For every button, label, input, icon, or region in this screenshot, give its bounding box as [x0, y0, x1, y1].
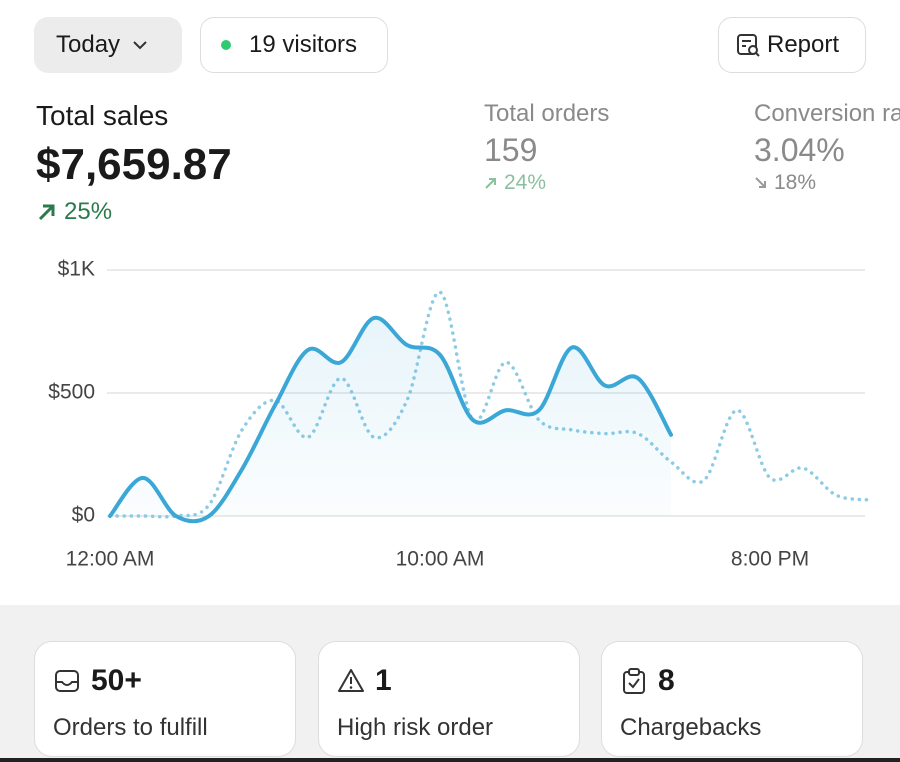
metric-change-row: 25%: [36, 198, 232, 226]
metric-change: 25%: [64, 198, 113, 225]
up-arrow: [485, 178, 496, 189]
series-line: [108, 290, 871, 519]
summary-card[interactable]: 1 High risk order: [318, 641, 580, 757]
card-value: 50+: [91, 664, 142, 697]
live-dot: [221, 40, 231, 50]
card-label: Orders to fulfill: [53, 714, 208, 741]
visitors-text: 19 visitors: [249, 31, 358, 58]
y-tick-label: $0: [72, 504, 95, 527]
metric-change-row: 18%: [754, 171, 900, 195]
sales-chart: $0 $500 $1K 12:00 AM 10:00 AM 8:00 PM: [48, 258, 871, 571]
series-line: [108, 315, 673, 524]
metric-label: Total orders: [484, 100, 610, 127]
area-fill: [110, 317, 671, 522]
x-tick-label: 10:00 AM: [396, 548, 485, 571]
y-tick-label: $500: [48, 381, 95, 404]
report-text: Report: [767, 31, 840, 58]
metric-change: 18%: [774, 171, 817, 194]
metric-label: Total sales: [36, 100, 169, 131]
card-value: 8: [658, 664, 675, 697]
summary-section: 50+ Orders to fulfill 1 High risk order …: [0, 605, 900, 762]
card-label: Chargebacks: [620, 714, 762, 741]
clipboard-icon: [623, 668, 645, 694]
visitors-pill[interactable]: 19 visitors: [200, 17, 388, 73]
metric-value: 3.04%: [754, 132, 845, 168]
down-arrow: [755, 177, 766, 188]
inbox-icon: [55, 670, 79, 692]
x-tick-label: 12:00 AM: [66, 548, 155, 571]
summary-card[interactable]: 8 Chargebacks: [601, 641, 863, 757]
x-tick-label: 8:00 PM: [731, 548, 809, 571]
metric-value: $7,659.87: [36, 140, 232, 189]
total-orders: Total orders 159 24%: [484, 100, 609, 195]
card-label: High risk order: [337, 714, 494, 741]
report-button[interactable]: Report: [718, 17, 866, 73]
total-sales: Total sales $7,659.87 25%: [36, 100, 232, 226]
y-tick-label: $1K: [58, 258, 95, 281]
conversion-rate: Conversion rate 3.04% 18%: [754, 100, 900, 195]
metric-change: 24%: [504, 171, 547, 194]
card-value: 1: [375, 664, 392, 697]
summary-card[interactable]: 50+ Orders to fulfill: [34, 641, 296, 757]
period-text: Today: [56, 31, 121, 58]
warning-icon: [338, 669, 364, 692]
metric-label: Conversion rate: [754, 100, 900, 127]
report-icon: [737, 34, 760, 57]
metric-change-row: 24%: [484, 171, 609, 195]
period-filter[interactable]: Today: [34, 17, 182, 73]
up-arrow: [38, 204, 55, 221]
metric-value: 159: [484, 132, 538, 168]
chevron-icon: [133, 41, 147, 50]
